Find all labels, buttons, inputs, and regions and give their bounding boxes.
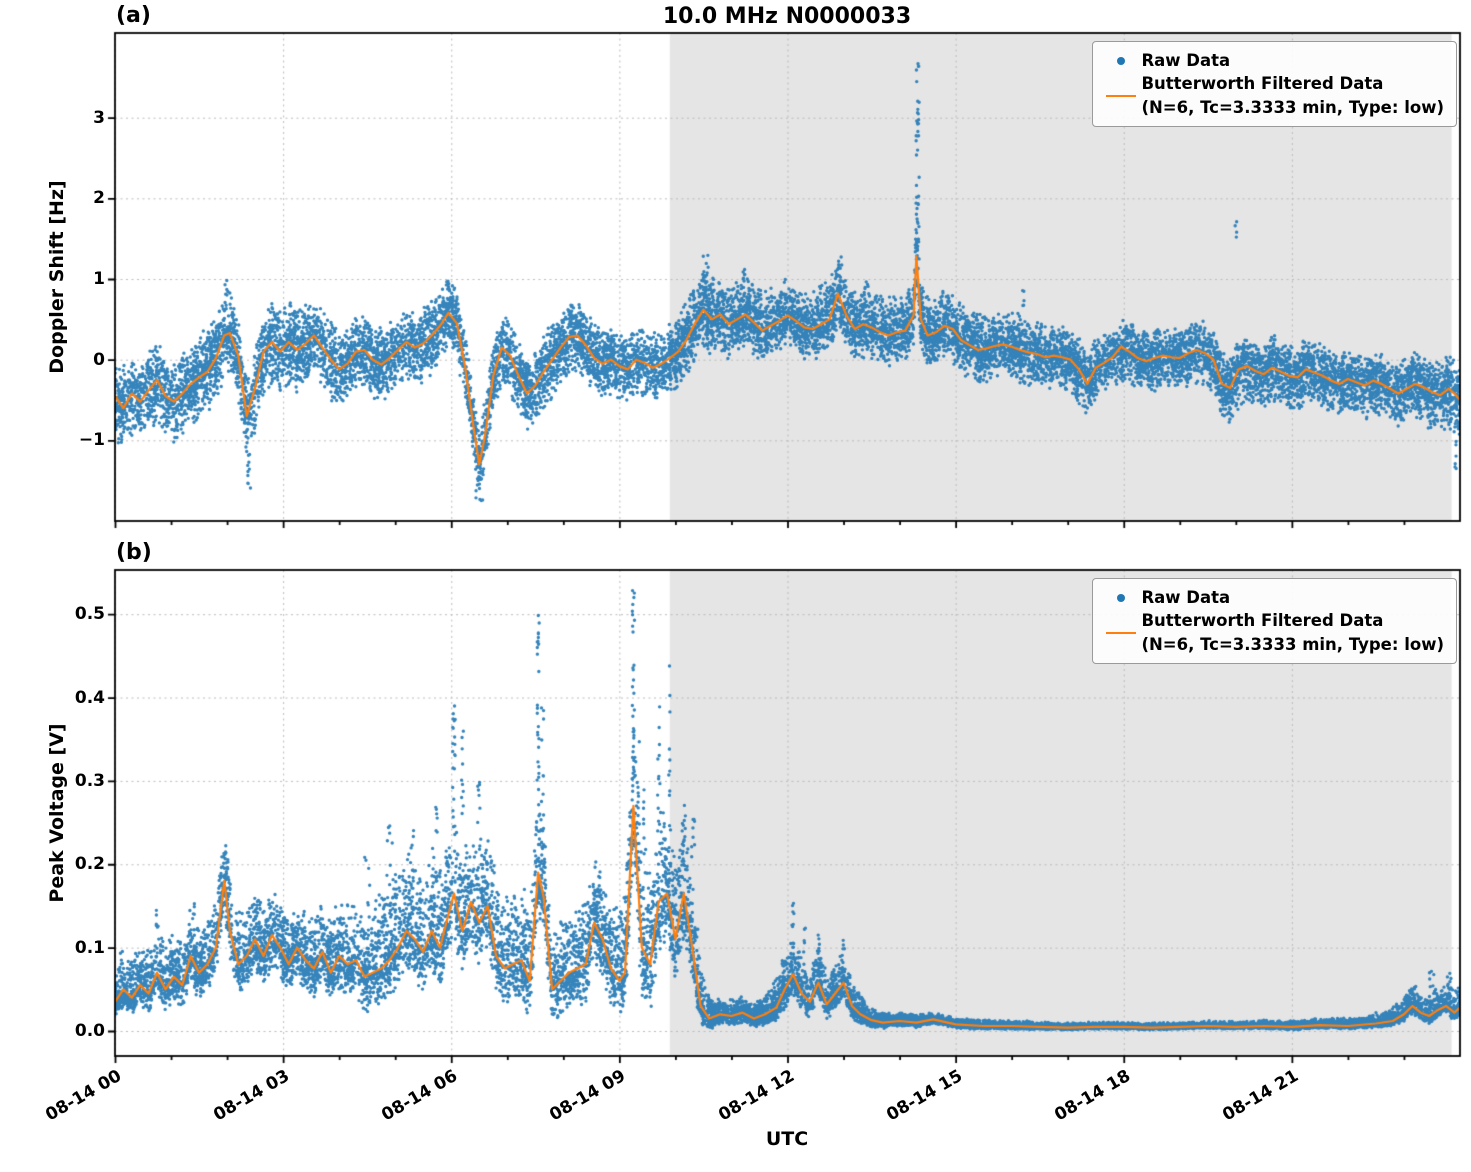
doppler-voltage-figure: 10.0 MHz N0000033 (a) (b) Doppler Shift … [0, 0, 1471, 1172]
chart-canvas [0, 0, 1471, 1172]
